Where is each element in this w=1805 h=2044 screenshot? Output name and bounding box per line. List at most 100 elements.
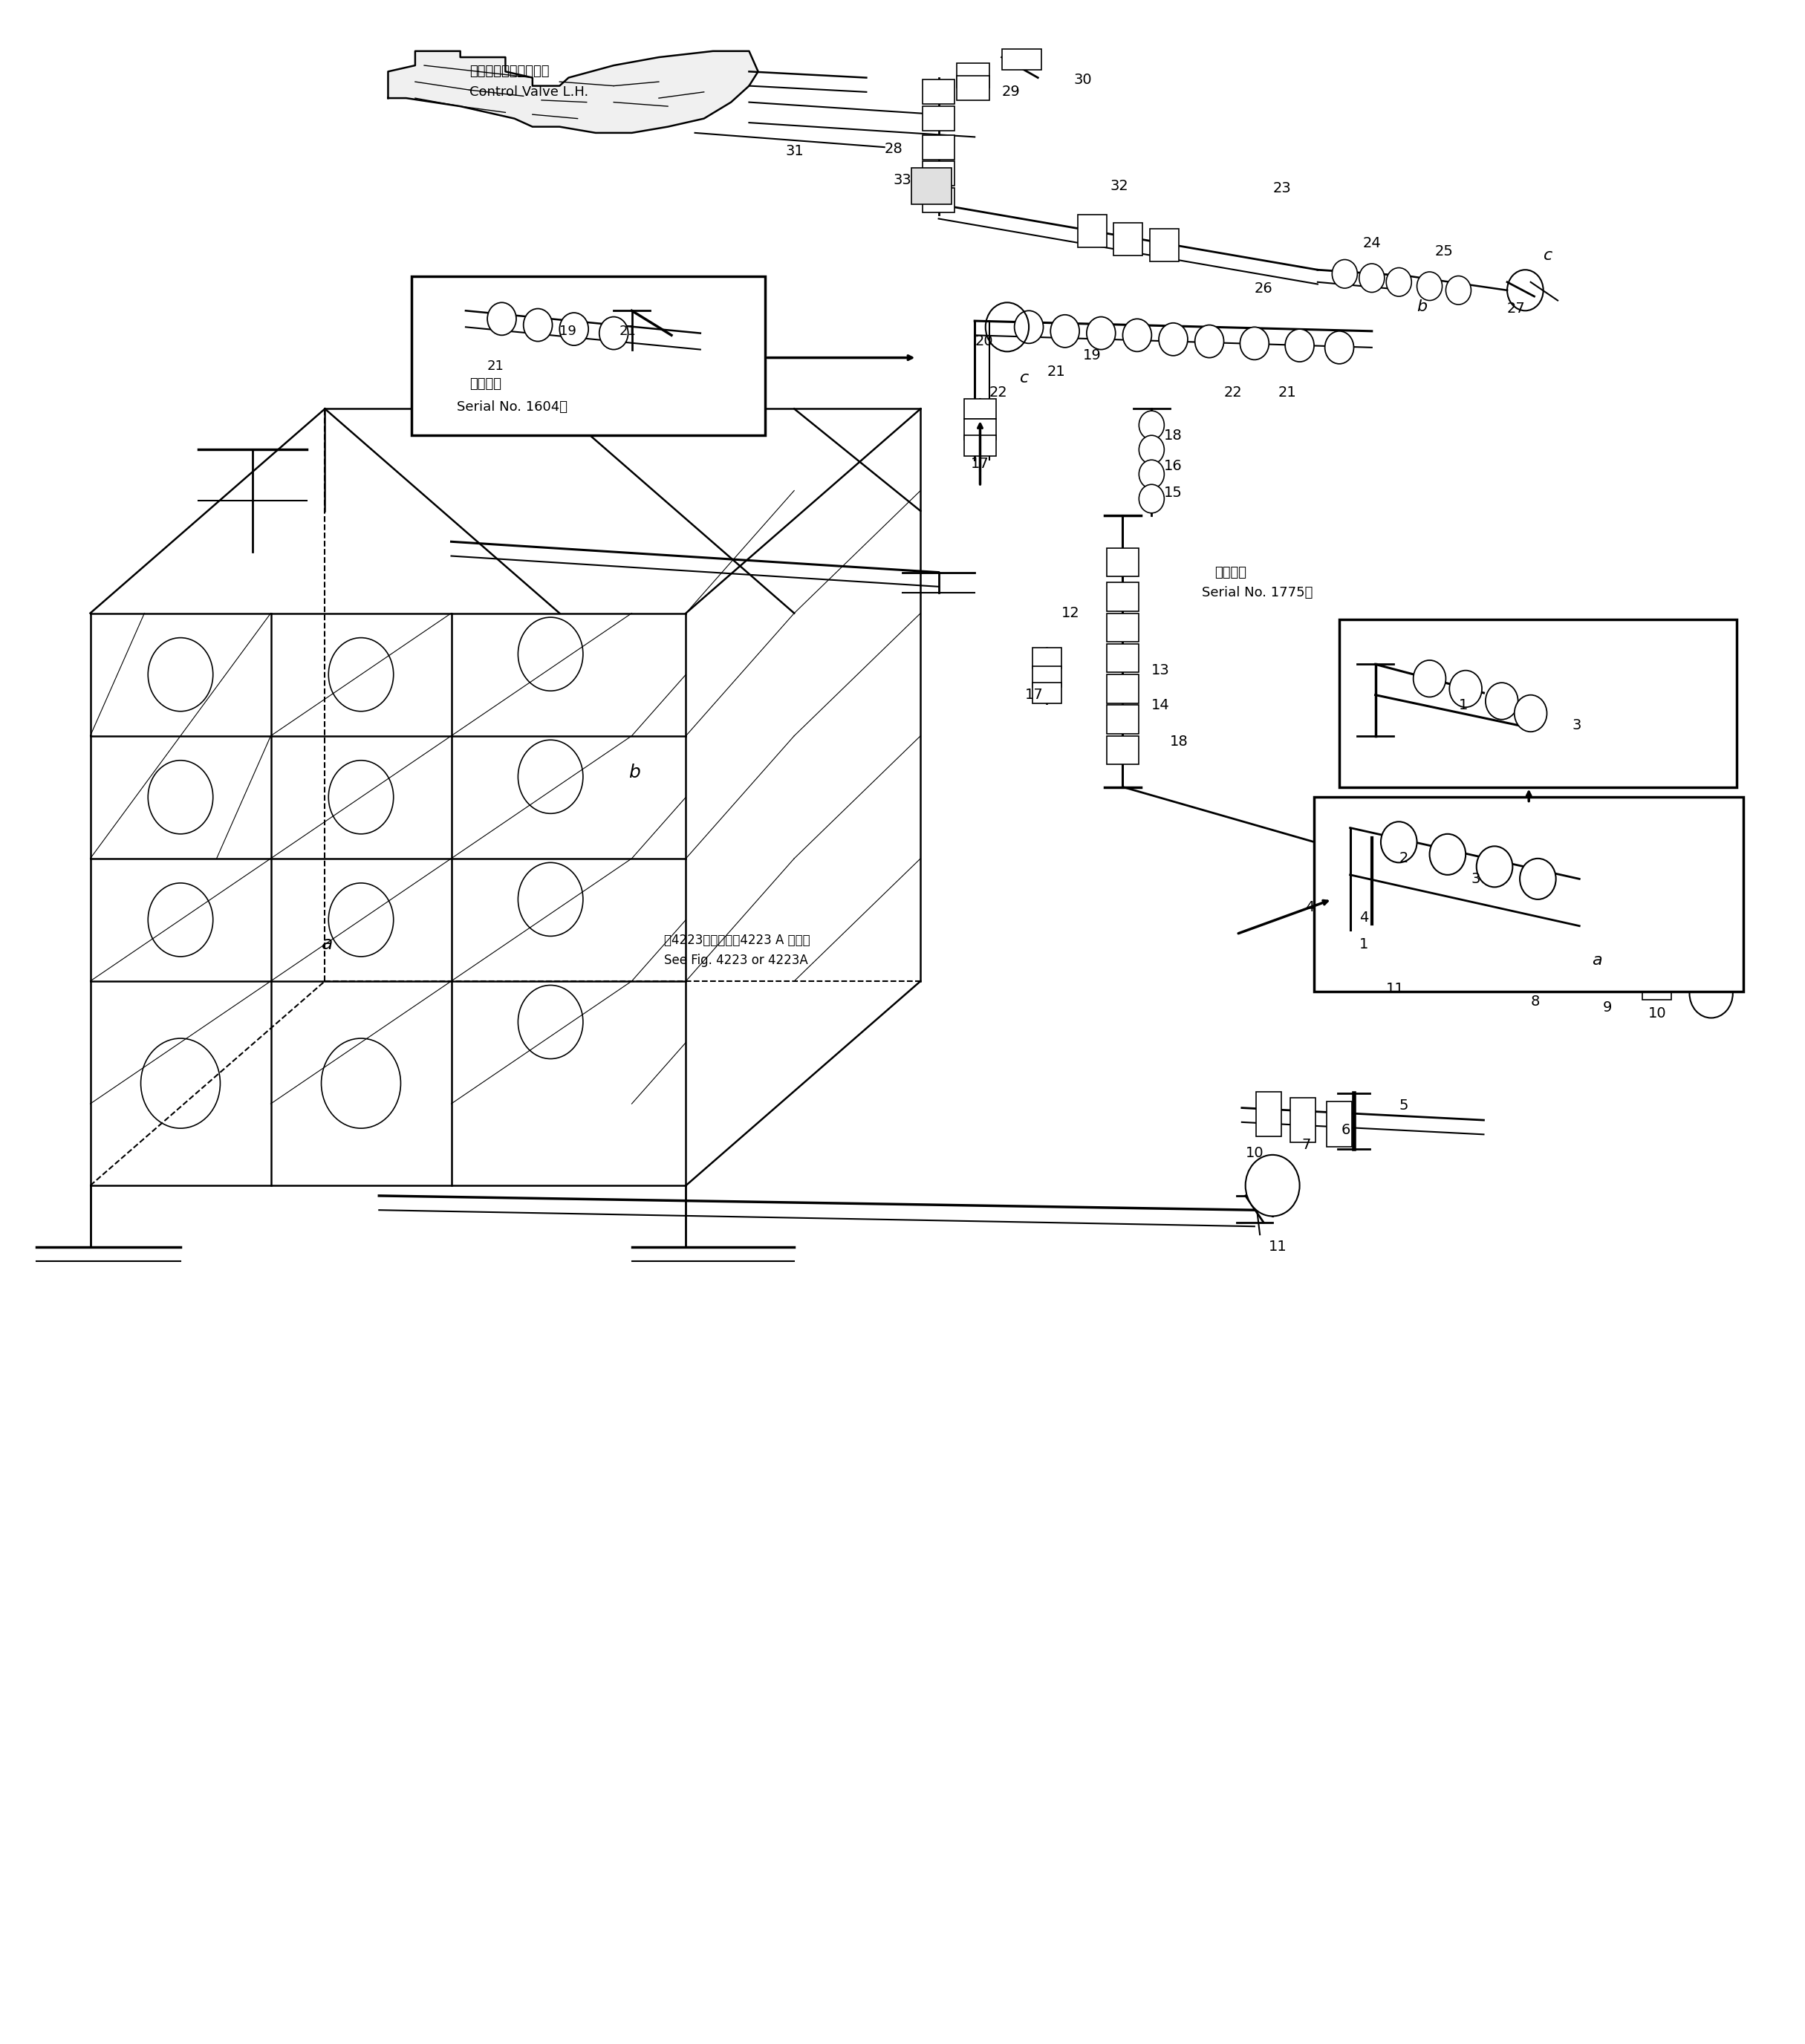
Text: 4: 4 — [1359, 912, 1368, 924]
Bar — [1106, 736, 1139, 764]
Bar — [1106, 705, 1139, 734]
Bar — [1291, 1098, 1316, 1143]
Circle shape — [1689, 969, 1733, 1018]
Text: 33: 33 — [893, 174, 912, 186]
Text: 27: 27 — [1507, 303, 1525, 315]
Circle shape — [1359, 264, 1384, 292]
Bar — [957, 76, 989, 100]
Bar — [922, 161, 955, 186]
Circle shape — [1413, 660, 1446, 697]
Text: 1: 1 — [1359, 938, 1368, 950]
Text: 21: 21 — [487, 360, 504, 372]
Circle shape — [1332, 260, 1357, 288]
Text: 22: 22 — [1224, 386, 1242, 399]
Circle shape — [599, 317, 628, 350]
Circle shape — [1087, 317, 1115, 350]
Bar — [912, 168, 951, 204]
Text: 29: 29 — [1002, 86, 1020, 98]
Bar — [1520, 938, 1549, 975]
Text: 24: 24 — [1363, 237, 1381, 249]
Circle shape — [487, 303, 516, 335]
Text: 適用号機: 適用号機 — [469, 378, 502, 390]
Text: a: a — [1592, 953, 1603, 969]
Bar — [1106, 675, 1139, 703]
Text: 1: 1 — [1458, 699, 1467, 711]
Bar — [1106, 583, 1139, 611]
Bar — [1601, 955, 1630, 991]
Text: 26: 26 — [1254, 282, 1273, 294]
Bar — [922, 135, 955, 159]
Bar — [922, 80, 955, 104]
Bar — [1078, 215, 1106, 247]
Text: 25: 25 — [1435, 245, 1453, 258]
Text: 7: 7 — [1301, 1139, 1310, 1151]
Circle shape — [1449, 670, 1482, 707]
Text: 19: 19 — [1083, 350, 1101, 362]
Circle shape — [1139, 460, 1164, 489]
Text: 31: 31 — [785, 145, 803, 157]
Polygon shape — [388, 51, 758, 133]
Text: 17: 17 — [971, 458, 989, 470]
Bar — [922, 106, 955, 131]
Text: 18: 18 — [1164, 429, 1182, 442]
Circle shape — [1446, 276, 1471, 305]
Circle shape — [1051, 315, 1079, 347]
Circle shape — [1240, 327, 1269, 360]
Text: 21: 21 — [1278, 386, 1296, 399]
Text: 5: 5 — [1399, 1100, 1408, 1112]
Text: Control Valve L.H.: Control Valve L.H. — [469, 86, 588, 98]
Circle shape — [1514, 695, 1547, 732]
Text: 12: 12 — [1061, 607, 1079, 619]
Bar — [964, 419, 996, 439]
Bar — [922, 188, 955, 213]
Circle shape — [1476, 856, 1513, 897]
Text: 6: 6 — [1341, 1124, 1350, 1136]
Bar — [1256, 1091, 1282, 1136]
Bar — [1032, 683, 1061, 703]
Bar — [1560, 946, 1588, 983]
Text: 22: 22 — [989, 386, 1007, 399]
Bar — [1327, 1102, 1352, 1147]
Bar — [1106, 644, 1139, 672]
Bar — [1314, 797, 1744, 991]
Text: 11: 11 — [1386, 983, 1404, 995]
Circle shape — [560, 313, 588, 345]
Circle shape — [1285, 329, 1314, 362]
Text: c: c — [1543, 247, 1552, 264]
Bar — [1032, 648, 1061, 668]
Text: 18: 18 — [1170, 736, 1188, 748]
Bar — [1150, 229, 1179, 262]
Text: 30: 30 — [1074, 74, 1092, 86]
Text: 21: 21 — [619, 325, 635, 337]
Text: 適用号機: 適用号機 — [1215, 566, 1247, 578]
Text: 4: 4 — [1305, 901, 1314, 914]
Circle shape — [1430, 834, 1466, 875]
Circle shape — [1014, 311, 1043, 343]
Text: 21: 21 — [1047, 366, 1065, 378]
Text: コントロールバルブ左: コントロールバルブ左 — [469, 65, 549, 78]
Text: Serial No. 1775～: Serial No. 1775～ — [1202, 587, 1312, 599]
Circle shape — [1159, 323, 1188, 356]
Bar — [1339, 619, 1736, 787]
Text: 11: 11 — [1269, 1241, 1287, 1253]
Circle shape — [1486, 683, 1518, 719]
Bar — [957, 63, 989, 88]
Text: 10: 10 — [1648, 1008, 1666, 1020]
Text: 2: 2 — [1399, 852, 1408, 865]
Text: b: b — [628, 764, 641, 781]
Circle shape — [1139, 435, 1164, 464]
Text: b: b — [1417, 298, 1428, 315]
Text: 第4223図または第4223 A 図参照: 第4223図または第4223 A 図参照 — [664, 934, 810, 946]
Text: See Fig. 4223 or 4223A: See Fig. 4223 or 4223A — [664, 955, 809, 967]
Text: 3: 3 — [1471, 873, 1480, 885]
Text: c: c — [1020, 370, 1029, 386]
Bar — [1032, 666, 1061, 687]
Bar — [1106, 613, 1139, 642]
Text: 23: 23 — [1273, 182, 1291, 194]
Text: 32: 32 — [1110, 180, 1128, 192]
Text: 13: 13 — [1152, 664, 1170, 677]
Text: 19: 19 — [560, 325, 576, 337]
Text: 15: 15 — [1164, 486, 1182, 499]
Circle shape — [1368, 828, 1404, 869]
Text: 20: 20 — [975, 335, 993, 347]
